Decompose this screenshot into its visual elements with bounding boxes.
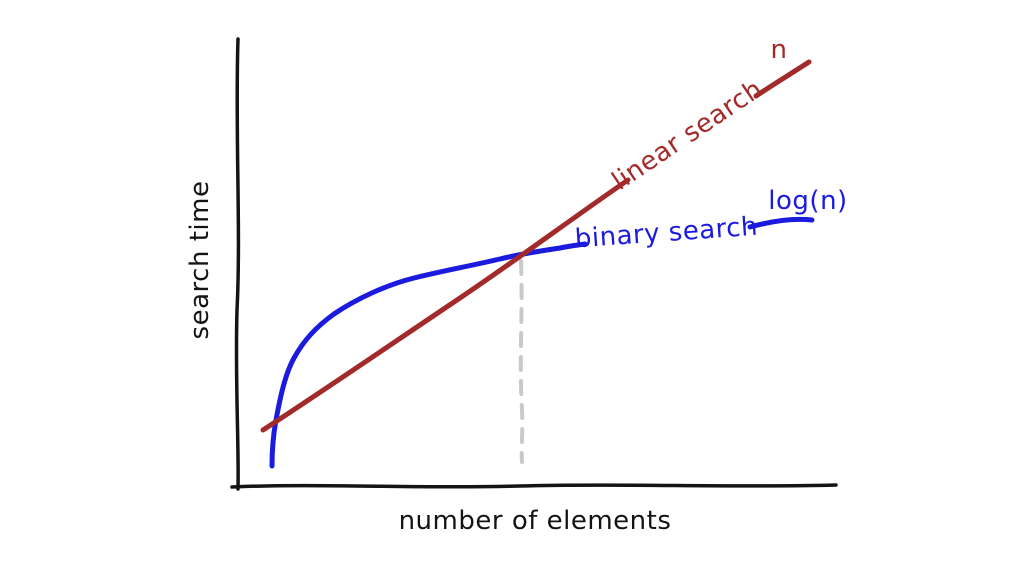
binary-search-curve-end-segment bbox=[747, 216, 815, 230]
crossover-dashed-guide bbox=[518, 259, 525, 464]
x-axis-label: number of elements bbox=[399, 506, 672, 536]
linear-search-line-end-segment bbox=[753, 59, 812, 99]
x-axis bbox=[230, 483, 838, 489]
binary-search-curve-label: binary search bbox=[574, 212, 759, 255]
linear-search-end-label: n bbox=[771, 35, 788, 65]
binary-search-curve bbox=[269, 241, 588, 469]
linear-search-line bbox=[260, 177, 631, 433]
binary-search-end-label: log(n) bbox=[768, 186, 847, 216]
linear-search-curve-label: linear search bbox=[607, 74, 769, 197]
y-axis-label: search time bbox=[185, 181, 215, 340]
y-axis bbox=[234, 37, 241, 491]
